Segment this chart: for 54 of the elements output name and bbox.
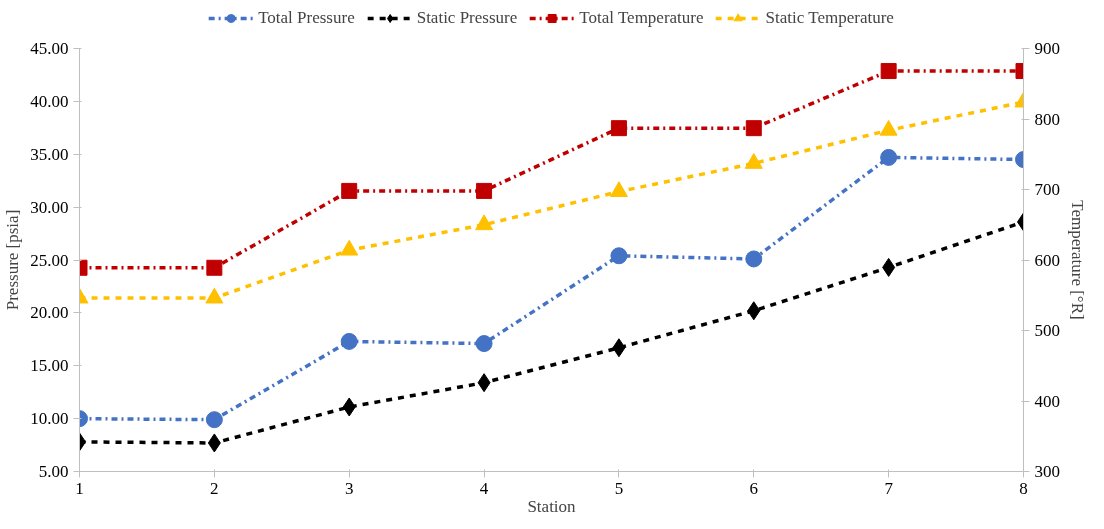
point xyxy=(206,259,223,276)
y2-tick-label: 300 xyxy=(1034,462,1060,481)
x-tick-label: 4 xyxy=(479,478,489,498)
y-tick-label: 35.00 xyxy=(30,144,69,164)
point xyxy=(476,182,493,199)
point xyxy=(744,153,763,169)
point xyxy=(342,397,356,417)
x-tick-label: 1 xyxy=(75,478,84,498)
y2-tick-label: 800 xyxy=(1034,109,1060,129)
point xyxy=(612,338,626,358)
point xyxy=(341,182,358,199)
point xyxy=(880,63,897,80)
x-tick-label: 5 xyxy=(614,478,624,498)
point xyxy=(610,247,628,265)
point xyxy=(747,301,761,321)
x-tick-label: 2 xyxy=(210,478,219,498)
y-tick-label: 15.00 xyxy=(30,356,69,376)
legend-label: Static Pressure xyxy=(416,8,518,28)
x-tick-label: 3 xyxy=(344,478,354,498)
x-axis-title: Station xyxy=(527,496,577,516)
legend-label: Total Temperature xyxy=(579,8,704,28)
x-tick-label: 6 xyxy=(749,478,759,498)
point xyxy=(745,120,762,137)
point xyxy=(475,335,493,353)
point xyxy=(475,214,494,231)
x-tick-label: 8 xyxy=(1019,478,1028,498)
y2-tick-label: 900 xyxy=(1034,39,1060,58)
y2-tick-label: 700 xyxy=(1034,180,1060,199)
point xyxy=(205,287,224,304)
y-tick-label: 5.00 xyxy=(38,462,69,481)
point xyxy=(207,433,221,453)
y-tick-label: 25.00 xyxy=(30,250,69,270)
point xyxy=(477,373,491,393)
point xyxy=(340,239,359,256)
y-tick-label: 10.00 xyxy=(30,409,69,429)
y-tick-label: 45.00 xyxy=(30,39,69,58)
point xyxy=(610,120,627,137)
y2-axis-title: Temperature [°R] xyxy=(1068,200,1087,320)
y-tick-label: 20.00 xyxy=(30,303,69,323)
point xyxy=(882,257,896,277)
y2-tick-label: 400 xyxy=(1034,391,1060,411)
point xyxy=(340,332,358,350)
y-tick-label: 40.00 xyxy=(30,91,69,111)
point xyxy=(205,411,223,429)
y2-tick-label: 600 xyxy=(1034,250,1060,270)
legend-label: Static Temperature xyxy=(765,8,894,28)
point xyxy=(880,148,898,166)
y2-tick-label: 500 xyxy=(1034,321,1060,340)
point xyxy=(609,181,628,198)
legend-label: Total Pressure xyxy=(258,8,355,28)
y-tick-label: 30.00 xyxy=(30,197,69,217)
y-axis-title: Pressure [psia] xyxy=(3,209,23,311)
point xyxy=(745,250,763,268)
x-tick-label: 7 xyxy=(884,478,894,498)
